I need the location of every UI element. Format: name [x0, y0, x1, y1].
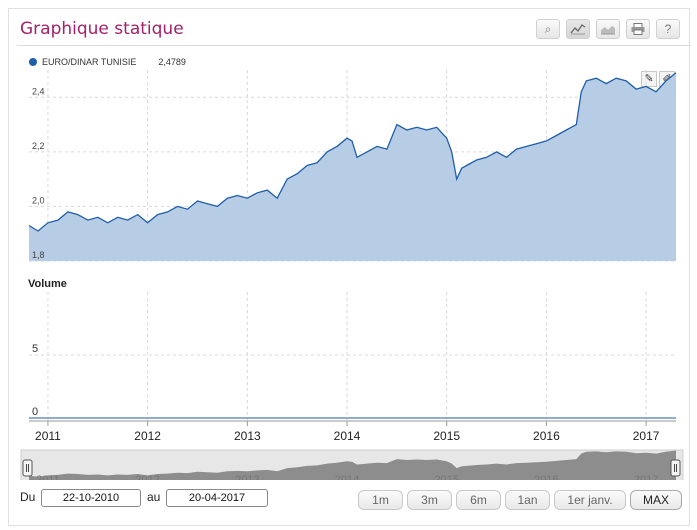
navigator-handle-right-box — [670, 459, 681, 477]
legend-last-value: 2,4789 — [158, 57, 186, 67]
navigator-tick-label: 2016 — [534, 474, 558, 480]
area-chart-icon[interactable] — [596, 19, 620, 39]
draw-pencil-icon[interactable]: ✎ — [641, 71, 657, 87]
range-button-6m[interactable]: 6m — [456, 490, 501, 510]
x-tick-label: 2012 — [134, 429, 161, 443]
range-button-1an[interactable]: 1an — [505, 490, 550, 510]
volume-title: Volume — [28, 278, 67, 290]
search-icon[interactable]: ⌕ — [536, 19, 560, 39]
help-icon[interactable]: ? — [656, 19, 680, 39]
navigator-handle-right[interactable] — [670, 459, 681, 477]
from-label: Du — [20, 490, 36, 504]
x-tick-label: 2015 — [433, 429, 460, 443]
x-tick-label: 2011 — [35, 429, 61, 443]
legend-marker — [29, 58, 37, 66]
navigator-tick-label: 2013 — [235, 474, 259, 480]
price-chart: 1,8 2,0 2,2 2,4 Volume 0 5 2011 2012 2013 2014 2015… — [20, 70, 684, 480]
volume-y-tick-label: 5 — [32, 343, 38, 355]
chart-panel: Graphique statique ⌕ ? EURO/DINAR TUNISI… — [8, 8, 691, 526]
price-y-tick-label: 2,4 — [32, 86, 45, 96]
price-y-tick-label: 2,2 — [32, 141, 45, 151]
navigator-tick-label: 2017 — [634, 474, 658, 480]
navigator-handle-left[interactable] — [22, 459, 33, 477]
x-tick-label: 2017 — [633, 429, 660, 443]
print-icon[interactable] — [626, 19, 650, 39]
navigator-tick-label: 2015 — [434, 474, 458, 480]
navigator-tick-label: 2011 — [36, 474, 60, 480]
x-tick-label: 2014 — [334, 429, 361, 443]
line-chart-icon[interactable] — [566, 19, 590, 39]
range-button-3m[interactable]: 3m — [407, 490, 452, 510]
title-divider — [17, 45, 691, 46]
volume-y-tick-label: 0 — [32, 406, 38, 418]
page-title: Graphique statique — [20, 19, 184, 39]
navigator-area — [29, 450, 676, 480]
price-series-line — [28, 72, 677, 232]
to-label: au — [147, 490, 161, 504]
range-button-ytd[interactable]: 1er janv. — [554, 490, 626, 510]
x-tick-label: 2013 — [234, 429, 261, 443]
legend[interactable]: EURO/DINAR TUNISIE 2,4789 — [29, 57, 186, 67]
navigator-handle-left-box — [22, 459, 33, 477]
price-y-tick-label: 1,8 — [32, 250, 45, 260]
x-tick-label: 2016 — [533, 429, 560, 443]
navigator-tick-label: 2012 — [135, 474, 159, 480]
price-area — [29, 72, 676, 261]
range-button-1m[interactable]: 1m — [358, 490, 403, 510]
range-button-max[interactable]: MAX — [630, 490, 682, 510]
navigator-tick-label: 2014 — [335, 474, 359, 480]
price-y-tick-label: 2,0 — [32, 195, 45, 205]
from-date-input[interactable]: 22-10-2010 — [41, 489, 141, 507]
to-date-input[interactable]: 20-04-2017 — [166, 489, 268, 507]
legend-series-name: EURO/DINAR TUNISIE — [42, 57, 137, 67]
